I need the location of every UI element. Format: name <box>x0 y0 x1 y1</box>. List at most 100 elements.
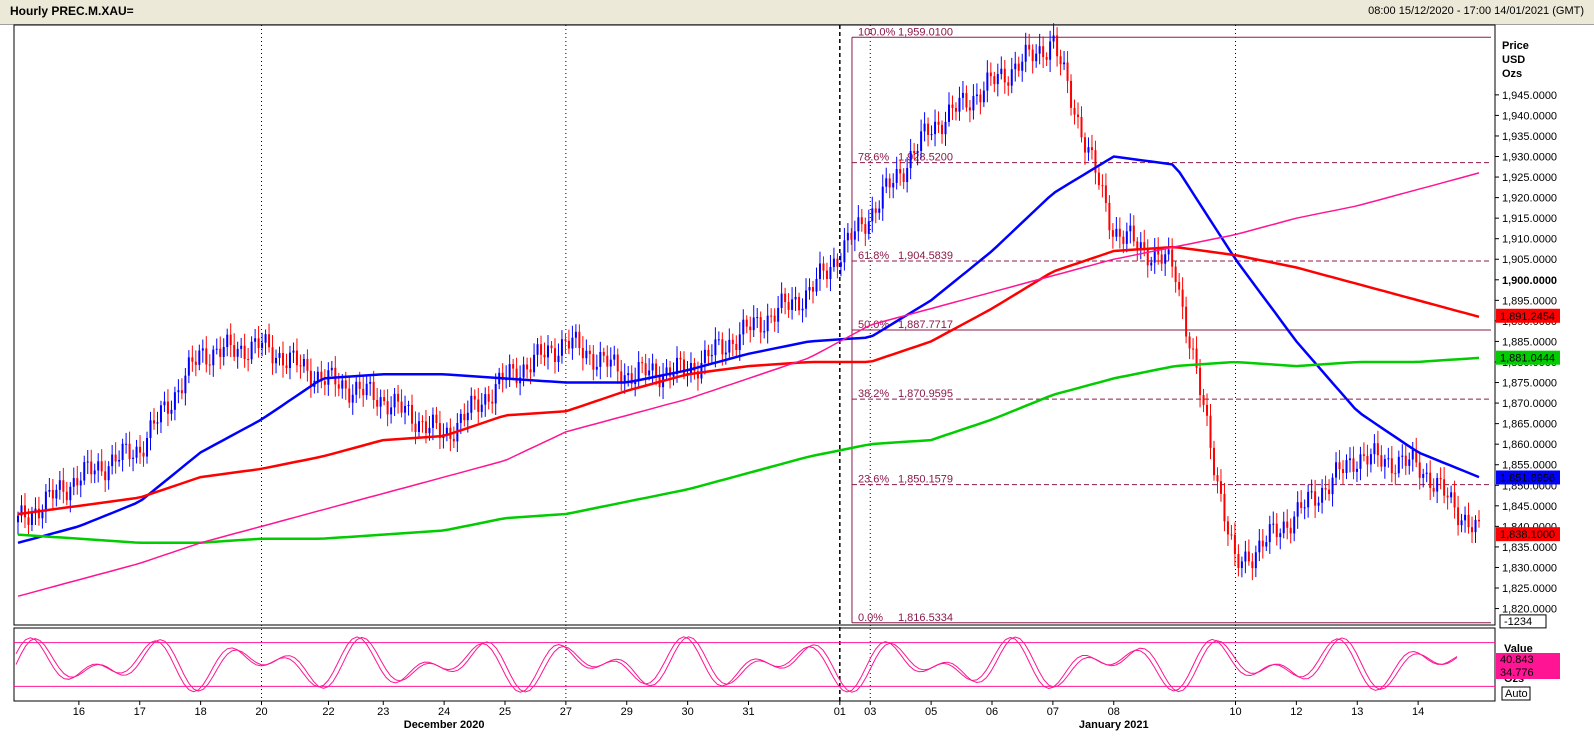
fib-level-label: 78.6% <box>858 152 889 164</box>
y-tick-label: 1,910.0000 <box>1502 234 1557 246</box>
candle-body <box>1143 242 1146 249</box>
candle-body <box>1042 46 1045 58</box>
candle-body <box>651 363 654 371</box>
candle-body <box>567 340 570 349</box>
candle-body <box>1014 63 1017 70</box>
x-tick-label: 05 <box>925 706 937 718</box>
candle-body <box>170 409 173 414</box>
candle-body <box>51 489 54 499</box>
candle-body <box>1178 282 1181 290</box>
candle-body <box>414 423 417 433</box>
candle-body <box>717 339 720 341</box>
candle-body <box>243 345 246 360</box>
candle-body <box>445 427 448 435</box>
candle-body <box>466 412 469 421</box>
candle-body <box>1132 225 1135 242</box>
y-tick-label: 1,860.0000 <box>1502 439 1557 451</box>
candle-body <box>1000 68 1003 75</box>
candle-body <box>672 374 675 377</box>
candle-body <box>1359 454 1362 469</box>
candle-body <box>885 178 888 187</box>
month-label: December 2020 <box>404 719 485 731</box>
candle-body <box>1328 489 1331 495</box>
candle-body <box>1324 487 1327 490</box>
candle-body <box>700 362 703 379</box>
candle-body <box>637 362 640 380</box>
value-tag <box>1496 527 1560 542</box>
candle-body <box>1237 554 1240 568</box>
candle-body <box>1422 473 1425 478</box>
candle-body <box>1122 236 1125 244</box>
candle-body <box>438 423 441 438</box>
candle-body <box>1052 35 1055 42</box>
candle-body <box>1376 443 1379 456</box>
x-tick-label: 27 <box>560 706 572 718</box>
candle-body <box>299 365 302 367</box>
candle-body <box>1293 516 1296 534</box>
candle-body <box>55 489 58 499</box>
candle-body <box>76 478 79 486</box>
candle-body <box>968 107 971 111</box>
candle-body <box>1289 527 1292 534</box>
candle-body <box>818 263 821 279</box>
candle-body <box>1101 185 1104 187</box>
candle-body <box>1387 458 1390 460</box>
candle-body <box>1167 249 1170 255</box>
candle-body <box>1453 492 1456 508</box>
candle-body <box>954 107 957 112</box>
candle-body <box>965 92 968 108</box>
candle-body <box>540 344 543 355</box>
candle-body <box>104 471 107 481</box>
candle-body <box>111 454 114 467</box>
x-tick-label: 23 <box>377 706 389 718</box>
candle-body <box>1160 254 1163 264</box>
candle-body <box>41 511 44 519</box>
candle-body <box>1401 455 1404 457</box>
osc-value-tag <box>1496 653 1560 666</box>
candle-body <box>114 454 117 462</box>
candle-body <box>118 459 121 462</box>
candle-body <box>1394 473 1397 475</box>
candle-body <box>494 384 497 404</box>
candle-body <box>337 384 340 389</box>
candle-body <box>850 232 853 240</box>
candle-body <box>383 397 386 402</box>
candle-body <box>522 364 525 378</box>
candle-body <box>1150 262 1153 266</box>
candle-body <box>763 331 766 333</box>
candle-body <box>1397 456 1400 474</box>
candle-body <box>773 315 776 322</box>
fib-level-value: 1,959.0100 <box>898 26 953 38</box>
candle-body <box>648 370 651 376</box>
candle-body <box>599 351 602 367</box>
candle-body <box>1355 468 1358 472</box>
candle-body <box>282 353 285 366</box>
ma-fast-line <box>17 155 1480 545</box>
candle-body <box>1219 481 1222 494</box>
candle-body <box>602 351 605 356</box>
candle-body <box>1111 230 1114 237</box>
candle-body <box>550 345 553 349</box>
candle-body <box>1049 41 1052 60</box>
candle-body <box>738 334 741 351</box>
candle-body <box>536 344 539 355</box>
candle-body <box>292 350 295 353</box>
candle-body <box>916 150 919 154</box>
x-tick-label: 25 <box>499 706 511 718</box>
candle-body <box>1063 62 1066 65</box>
candle-body <box>1345 460 1348 474</box>
candle-body <box>710 355 713 357</box>
candle-body <box>79 480 82 486</box>
candle-body <box>1366 455 1369 465</box>
candle-body <box>1307 491 1310 508</box>
candle-body <box>543 354 546 358</box>
y-tick-label: 1,935.0000 <box>1502 131 1557 143</box>
candle-body <box>895 169 898 184</box>
x-tick-label: 29 <box>621 706 633 718</box>
x-tick-label: 07 <box>1047 706 1059 718</box>
candle-body <box>798 296 801 311</box>
candle-body <box>316 371 319 381</box>
candle-body <box>17 515 19 523</box>
candle-body <box>1331 477 1334 495</box>
candle-body <box>44 491 47 512</box>
